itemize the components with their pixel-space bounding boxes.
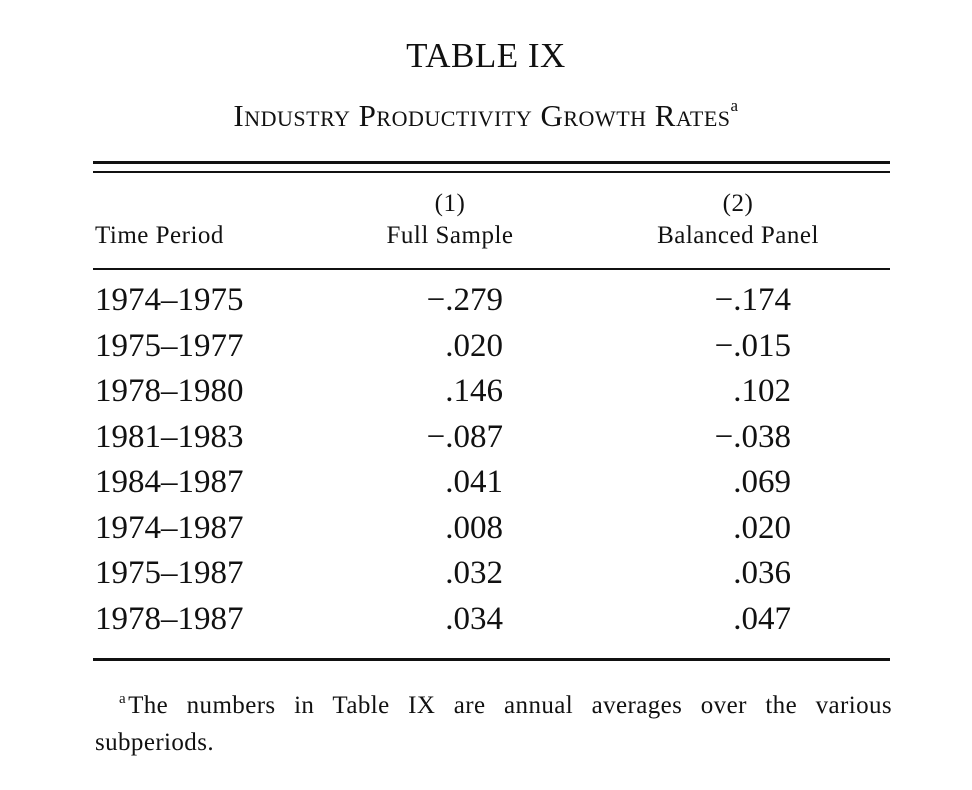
cell-time-period: 1984–1987 — [95, 464, 244, 500]
cell-balanced-panel: .047 — [733, 600, 791, 637]
cell-balanced-panel: .102 — [733, 373, 791, 409]
cell-balanced-panel: .069 — [733, 464, 791, 500]
cell-time-period: 1975–1977 — [95, 327, 244, 364]
col1-number-header: (1) — [434, 190, 466, 217]
table-row: 1974–1975 −.279 −.174 — [0, 282, 972, 328]
cell-full-sample: .041 — [445, 464, 503, 500]
table-footnote: aThe numbers in Table IX are annual aver… — [95, 689, 892, 760]
bottom-rule — [93, 658, 890, 661]
cell-time-period: 1978–1987 — [95, 600, 244, 637]
period-column-header: Time Period — [95, 222, 224, 249]
col2-number-header: (2) — [722, 190, 754, 217]
cell-full-sample: .008 — [445, 509, 503, 546]
top-rule-thick — [93, 161, 890, 164]
col2-label-header: Balanced Panel — [657, 222, 819, 249]
cell-time-period: 1974–1987 — [95, 509, 244, 546]
table-row: 1975–1987 .032 .036 — [0, 555, 972, 601]
cell-full-sample: −.087 — [426, 418, 503, 455]
footnote-mark: a — [119, 691, 127, 707]
cell-balanced-panel: .020 — [733, 509, 791, 546]
cell-full-sample: −.279 — [426, 282, 503, 318]
caption-footnote-mark: a — [730, 95, 739, 115]
cell-time-period: 1981–1983 — [95, 418, 244, 455]
header-rule — [93, 268, 890, 270]
cell-balanced-panel: −.174 — [714, 282, 791, 318]
table-body: 1974–1975 −.279 −.174 1975–1977.020 −.015 197… — [0, 282, 972, 646]
table-row: 1974–1987 .008 .020 — [0, 510, 972, 556]
table-row: 1975–1977 .020 −.015 — [0, 328, 972, 374]
cell-full-sample: .146 — [445, 373, 503, 409]
table-caption-text: Industry Productivity Growth Rates — [233, 98, 731, 133]
cell-balanced-panel: −.015 — [714, 327, 791, 364]
cell-full-sample: .032 — [445, 555, 503, 591]
cell-time-period: 1978–1980 — [95, 373, 244, 409]
footnote-text: The numbers in Table IX are annual avera… — [95, 692, 892, 756]
cell-time-period: 1974–1975 — [95, 282, 244, 318]
cell-balanced-panel: −.038 — [714, 418, 791, 455]
table-caption: Industry Productivity Growth Ratesa — [0, 95, 972, 134]
cell-full-sample: .034 — [445, 600, 503, 637]
cell-time-period: 1975–1987 — [95, 555, 244, 591]
cell-full-sample: .020 — [445, 327, 503, 364]
col1-label-header: Full Sample — [386, 222, 514, 249]
cell-balanced-panel: .036 — [733, 555, 791, 591]
table-row: 1978–1980 .146 .102 — [0, 373, 972, 419]
table-row: 1984–1987 .041 .069 — [0, 464, 972, 510]
top-rule-thin — [93, 171, 890, 173]
table-row: 1978–1987 .034 .047 — [0, 601, 972, 647]
table-number: TABLE IX — [406, 36, 566, 75]
table-row: 1981–1983 −.087 −.038 — [0, 419, 972, 465]
